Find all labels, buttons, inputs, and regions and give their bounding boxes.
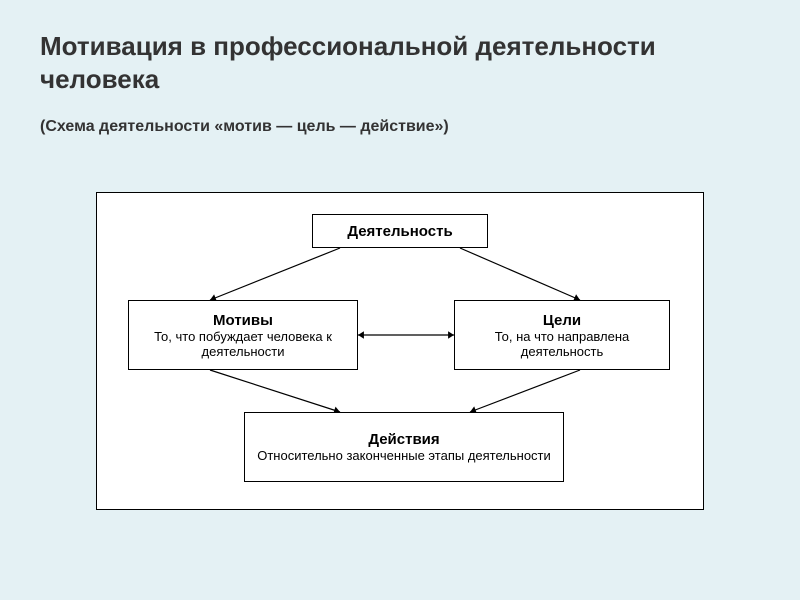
node-actions-sub: Относительно законченные этапы деятельно…: [257, 448, 551, 463]
page-title: Мотивация в профессиональной деятельност…: [40, 30, 760, 95]
node-activity: Деятельность: [312, 214, 488, 248]
node-actions-title: Действия: [368, 431, 439, 448]
node-activity-title: Деятельность: [347, 223, 452, 240]
node-motives-title: Мотивы: [213, 312, 273, 329]
node-actions: Действия Относительно законченные этапы …: [244, 412, 564, 482]
slide-page: Мотивация в профессиональной деятельност…: [0, 0, 800, 600]
page-subtitle: (Схема деятельности «мотив — цель — дейс…: [40, 118, 449, 136]
node-motives-sub: То, что побуждает человека к деятельност…: [137, 329, 349, 359]
node-goals-title: Цели: [543, 312, 581, 329]
node-motives: Мотивы То, что побуждает человека к деят…: [128, 300, 358, 370]
node-goals: Цели То, на что направлена деятельность: [454, 300, 670, 370]
node-goals-sub: То, на что направлена деятельность: [463, 329, 661, 359]
